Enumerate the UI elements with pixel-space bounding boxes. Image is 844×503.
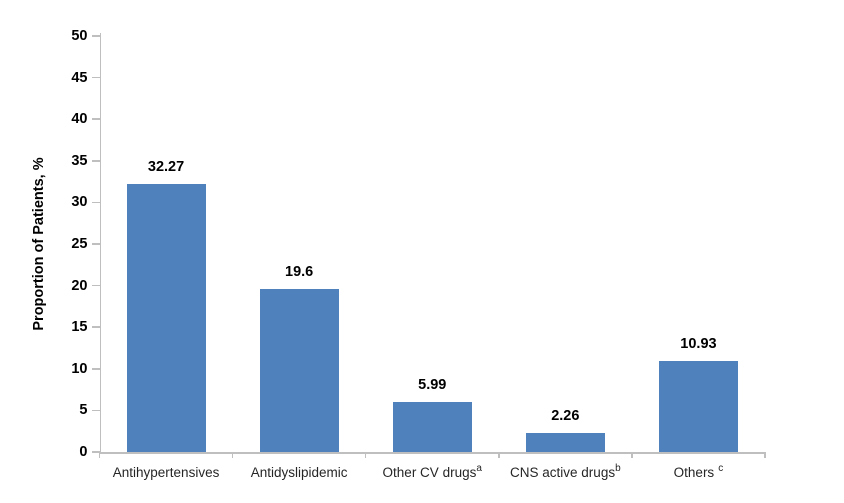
y-tick-label: 35	[71, 152, 88, 169]
category-label-superscript: c	[718, 462, 724, 474]
y-tick-label: 50	[71, 28, 88, 44]
category-label-superscript: b	[615, 462, 621, 474]
bar	[126, 183, 206, 452]
y-tick-mark	[91, 409, 100, 412]
category-label-text: Other CV drugs	[382, 465, 477, 480]
y-tick-mark	[91, 451, 100, 453]
y-tick-mark	[91, 76, 100, 79]
y-tick-mark	[91, 118, 100, 120]
bar-value-label: 32.27	[147, 158, 185, 175]
x-tick-mark	[764, 452, 766, 458]
bar	[259, 288, 339, 452]
bar-value-label: 19.6	[285, 263, 314, 280]
x-tick-label: Antihypertensives	[100, 464, 233, 482]
category-label-text: Others	[673, 465, 715, 480]
x-tick-mark	[231, 452, 234, 458]
x-tick-mark	[98, 452, 101, 458]
y-tick-label: 0	[79, 444, 88, 460]
bar-value-label: 2.26	[551, 408, 580, 425]
y-tick-mark	[91, 326, 100, 328]
y-tick-label: 30	[71, 194, 88, 211]
y-tick-label: 25	[71, 236, 88, 252]
x-tick-mark	[631, 452, 633, 458]
x-axis-line	[99, 452, 765, 454]
y-tick-label: 45	[71, 69, 88, 86]
category-label-text: Antidyslipidemic	[250, 465, 348, 480]
y-tick-label: 10	[71, 360, 88, 377]
category-label-text: Antihypertensives	[112, 465, 220, 480]
x-tick-label: Other CV drugsa	[366, 462, 499, 482]
y-tick-label: 5	[79, 402, 88, 419]
bar	[525, 433, 605, 452]
category-label-text: CNS active drugs	[510, 465, 616, 480]
bar-value-label: 5.99	[418, 377, 447, 394]
y-tick-mark	[91, 201, 100, 204]
y-axis-line	[99, 33, 101, 452]
y-tick-mark	[91, 160, 100, 162]
bar	[658, 361, 738, 452]
bar-value-label: 10.93	[680, 336, 717, 353]
y-tick-label: 15	[71, 319, 88, 336]
y-tick-mark	[91, 284, 100, 287]
x-tick-label: CNS active drugsb	[499, 462, 632, 482]
y-tick-mark	[91, 35, 100, 37]
category-label-superscript: a	[476, 462, 482, 474]
bar	[392, 402, 472, 452]
y-tick-mark	[91, 243, 100, 245]
x-tick-label: Antidyslipidemic	[233, 464, 366, 482]
y-tick-mark	[91, 368, 100, 370]
y-tick-label: 20	[71, 277, 88, 294]
x-tick-label: Others c	[632, 462, 765, 482]
x-tick-mark	[364, 452, 367, 458]
x-tick-mark	[498, 452, 500, 458]
y-tick-label: 40	[71, 111, 88, 128]
